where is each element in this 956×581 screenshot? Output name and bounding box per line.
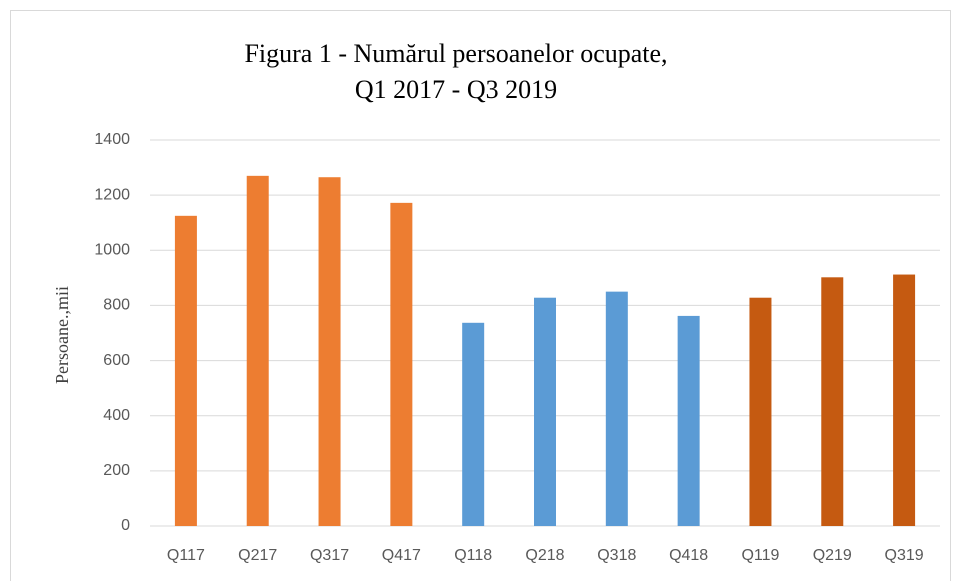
y-tick-label: 800 <box>103 297 130 314</box>
y-tick-label: 0 <box>121 517 130 534</box>
y-tick-label: 1200 <box>94 186 130 203</box>
bar <box>534 297 556 526</box>
x-tick-label: Q218 <box>525 547 564 564</box>
bar <box>893 274 916 526</box>
y-tick-label: 400 <box>103 407 130 424</box>
x-tick-label: Q319 <box>885 547 924 564</box>
bar <box>318 177 341 526</box>
bar <box>462 322 485 526</box>
bar <box>605 291 628 526</box>
x-tick-label: Q417 <box>382 547 421 564</box>
bar <box>246 175 269 527</box>
bar <box>749 297 772 526</box>
y-tick-label: 200 <box>103 462 130 479</box>
x-tick-label: Q118 <box>454 547 492 564</box>
x-tick-label: Q418 <box>669 547 708 564</box>
chart-title: Q1 2017 - Q3 2019 <box>355 75 557 104</box>
y-tick-label: 600 <box>103 352 130 369</box>
bar <box>677 315 700 526</box>
bar <box>174 215 197 527</box>
y-axis-label: Persoane.,mii <box>52 286 72 384</box>
bar <box>390 202 413 526</box>
x-tick-label: Q317 <box>310 547 349 564</box>
y-tick-label: 1000 <box>94 242 130 259</box>
chart-title: Figura 1 - Numărul persoanelor ocupate, <box>244 39 667 68</box>
x-tick-label: Q217 <box>238 547 277 564</box>
x-tick-label: Q117 <box>167 547 205 564</box>
y-tick-label: 1400 <box>94 131 130 148</box>
x-tick-label: Q318 <box>597 547 636 564</box>
bar <box>821 277 844 526</box>
x-tick-label: Q119 <box>741 547 779 564</box>
x-tick-label: Q219 <box>813 547 852 564</box>
